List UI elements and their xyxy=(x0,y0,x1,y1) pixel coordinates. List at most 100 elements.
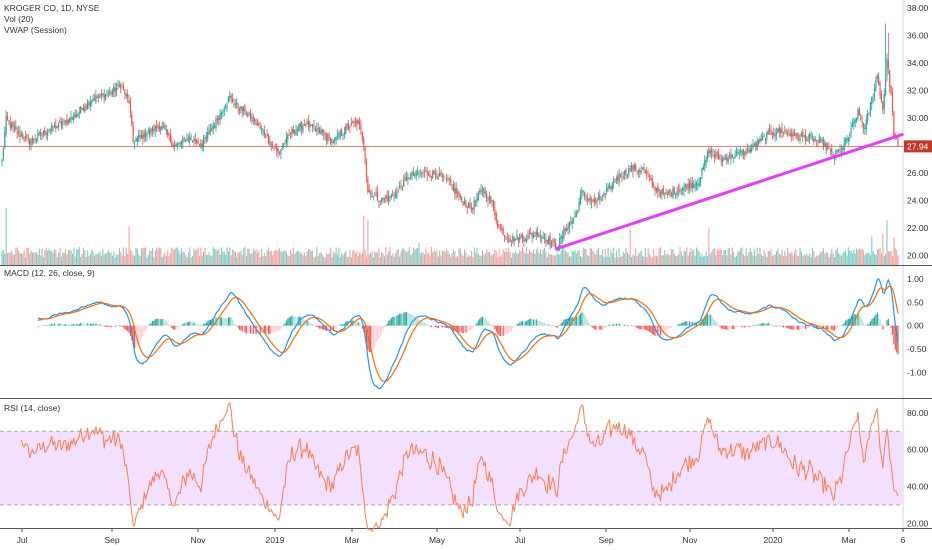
volume-bar xyxy=(62,252,64,265)
macd-hist-bar xyxy=(472,325,474,330)
volume-bar xyxy=(145,247,147,265)
macd-hist-bar xyxy=(592,325,594,328)
volume-bar xyxy=(150,251,152,265)
macd-hist-bar xyxy=(495,325,497,332)
macd-hist-bar xyxy=(265,325,267,334)
candle-body xyxy=(796,132,798,138)
macd-hist-bar xyxy=(498,325,500,336)
macd-hist-bar xyxy=(658,325,660,336)
candle-body xyxy=(701,168,703,176)
volume-bar xyxy=(523,249,525,265)
candle-body xyxy=(74,114,76,117)
macd-hist-bar xyxy=(182,323,184,326)
candle-body xyxy=(19,130,21,138)
macd-hist-bar xyxy=(401,313,403,326)
volume-bar xyxy=(538,252,540,265)
volume-bar xyxy=(857,249,859,265)
macd-hist-bar xyxy=(230,318,232,326)
macd-hist-bar xyxy=(636,325,638,329)
candle-body xyxy=(523,236,525,242)
macd-hist-bar xyxy=(537,320,539,326)
macd-hist-bar xyxy=(856,314,858,326)
time-tick-label: 2020 xyxy=(764,535,783,545)
candle-body xyxy=(470,207,472,210)
volume-bar xyxy=(683,250,685,265)
candle-body xyxy=(396,191,398,198)
macd-hist-bar xyxy=(591,325,593,327)
candle-body xyxy=(393,195,395,197)
volume-bar xyxy=(426,253,428,265)
volume-bar xyxy=(196,249,198,265)
candle-body xyxy=(581,190,583,195)
candle-body xyxy=(80,106,82,114)
macd-hist-bar xyxy=(622,325,624,326)
macd-hist-bar xyxy=(570,317,572,326)
volume-bar xyxy=(429,255,431,265)
volume-bar xyxy=(492,253,495,265)
candle-body xyxy=(889,70,891,88)
volume-bar xyxy=(197,247,199,265)
candle-body xyxy=(670,193,673,196)
volume-bar xyxy=(338,247,340,265)
macd-hist-bar xyxy=(573,317,575,326)
macd-hist-bar xyxy=(709,314,711,326)
volume-bar xyxy=(47,250,49,265)
volume-bar xyxy=(756,247,758,265)
volume-bar xyxy=(23,250,25,265)
candle-body xyxy=(190,138,192,140)
volume-bar xyxy=(559,254,561,265)
candle-body xyxy=(422,172,424,174)
macd-hist-bar xyxy=(722,325,724,329)
volume-bar xyxy=(602,249,604,265)
candle-body xyxy=(12,121,14,127)
candle-body xyxy=(704,160,706,167)
candle-body xyxy=(278,152,281,154)
macd-hist-bar xyxy=(817,325,819,329)
macd-hist-bar xyxy=(330,325,332,332)
volume-bar xyxy=(110,252,112,265)
macd-hist-bar xyxy=(666,325,669,330)
volume-bar xyxy=(666,253,669,265)
candle-body xyxy=(255,120,257,125)
macd-hist-bar xyxy=(727,325,729,331)
candle-body xyxy=(436,175,438,179)
macd-hist-bar xyxy=(639,325,641,330)
rsi-tick-label: 20.00 xyxy=(907,518,929,528)
volume-bar xyxy=(180,248,183,265)
candle-body xyxy=(33,139,35,141)
candle-body xyxy=(490,196,492,202)
macd-hist-bar xyxy=(517,323,519,326)
macd-hist-bar xyxy=(146,325,148,329)
candle-body xyxy=(305,124,307,127)
volume-bar xyxy=(777,248,779,265)
macd-hist-bar xyxy=(559,325,561,326)
macd-hist-bar xyxy=(869,321,871,326)
candle-body xyxy=(34,138,36,140)
volume-bar xyxy=(793,252,796,265)
volume-bar xyxy=(18,250,20,265)
volume-bar xyxy=(653,249,655,265)
volume-bar xyxy=(436,249,438,265)
candle-body xyxy=(553,240,555,243)
volume-bar xyxy=(124,256,126,265)
macd-hist-bar xyxy=(113,325,115,327)
macd-hist-bar xyxy=(733,325,735,330)
macd-hist-bar xyxy=(167,322,169,326)
volume-bar xyxy=(331,257,333,265)
volume-bar xyxy=(349,249,351,265)
candle-body xyxy=(277,149,279,154)
candle-body xyxy=(183,138,185,139)
candle-body xyxy=(458,191,460,197)
volume-bar xyxy=(577,250,579,265)
macd-hist-bar xyxy=(410,313,412,326)
candle-body xyxy=(387,194,390,202)
macd-hist-bar xyxy=(769,322,771,326)
volume-bar xyxy=(425,248,427,265)
macd-hist-bar xyxy=(157,318,159,326)
candle-body xyxy=(724,157,727,159)
volume-bar xyxy=(693,249,695,265)
macd-hist-bar xyxy=(375,325,377,343)
candle-body xyxy=(227,97,230,103)
volume-bar xyxy=(142,248,144,265)
